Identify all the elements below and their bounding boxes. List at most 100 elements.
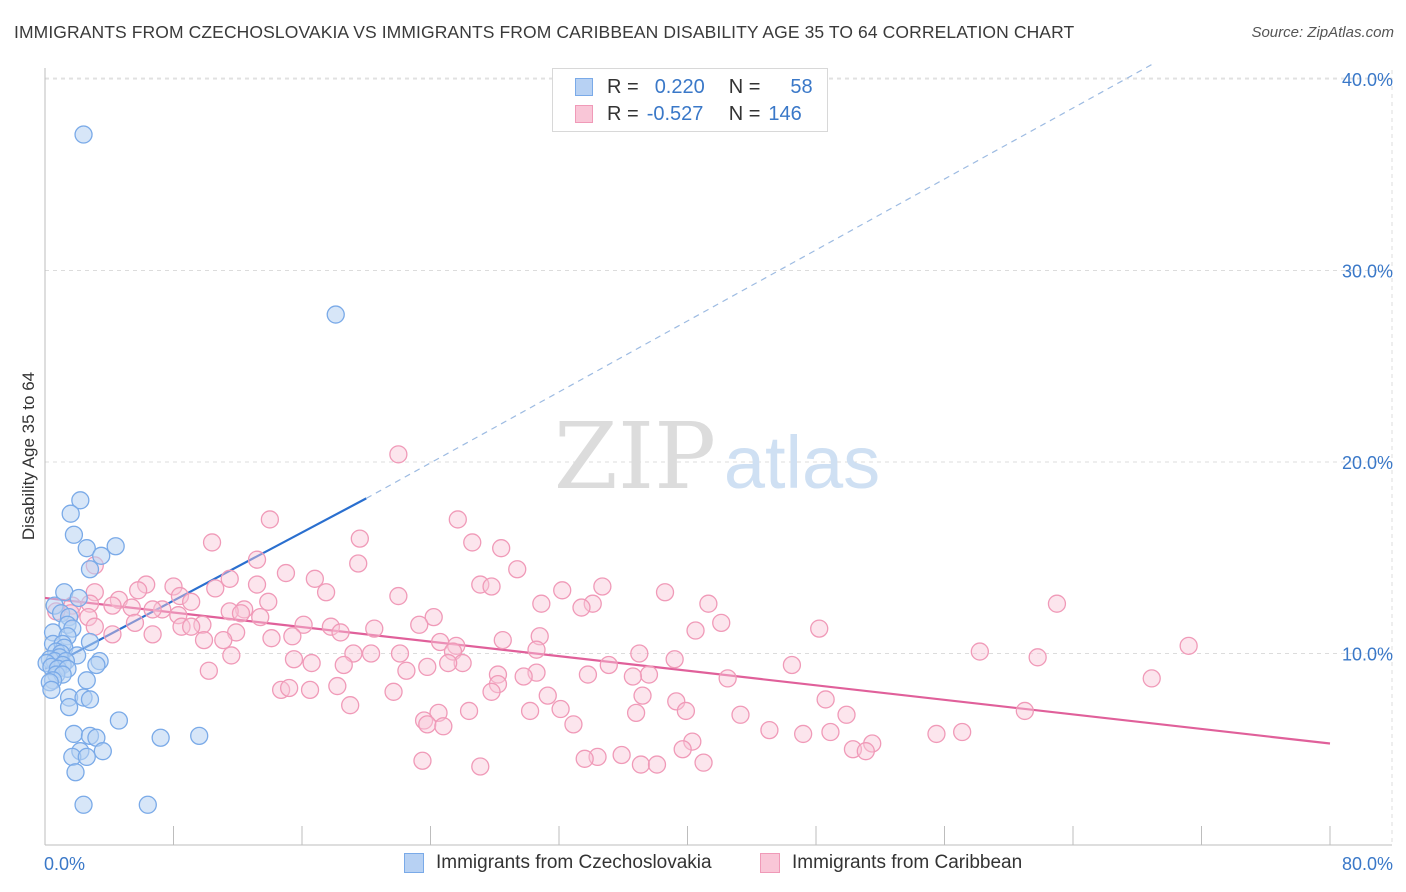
point-caribbean: [514, 667, 533, 686]
point-caribbean: [575, 749, 594, 768]
point-czechoslovakia: [61, 504, 80, 523]
point-czechoslovakia: [80, 690, 100, 709]
point-caribbean: [206, 579, 225, 598]
point-caribbean: [699, 594, 718, 613]
point-caribbean: [686, 621, 705, 640]
point-caribbean: [630, 644, 649, 663]
y-tick-label: 20.0%: [1342, 453, 1393, 473]
point-caribbean: [194, 630, 214, 650]
point-caribbean: [214, 630, 233, 650]
point-caribbean: [247, 550, 267, 569]
point-caribbean: [667, 692, 686, 711]
point-caribbean: [125, 613, 145, 633]
y-tick-label: 10.0%: [1342, 645, 1393, 665]
x-tick-label: 0.0%: [44, 854, 85, 874]
point-caribbean: [572, 598, 591, 617]
point-caribbean: [837, 705, 856, 724]
point-caribbean: [712, 613, 731, 633]
series-legend-swatch-blue: [404, 853, 424, 873]
point-caribbean: [103, 625, 122, 644]
point-czechoslovakia: [77, 539, 96, 558]
point-czechoslovakia: [64, 724, 84, 744]
point-caribbean: [532, 594, 551, 613]
series-legend-swatch-pink: [760, 853, 780, 873]
series-legend: Immigrants from Czechoslovakia Immigrant…: [0, 850, 1406, 878]
point-caribbean: [731, 705, 750, 724]
y-tick-label: 40.0%: [1342, 70, 1393, 90]
point-caribbean: [251, 607, 270, 627]
point-caribbean: [593, 577, 612, 596]
point-caribbean: [294, 615, 313, 634]
point-caribbean: [447, 636, 466, 655]
point-caribbean: [164, 577, 183, 596]
point-czechoslovakia: [77, 671, 96, 690]
x-tick-label: 80.0%: [1342, 854, 1393, 874]
legend-swatch-pink: [575, 105, 593, 123]
point-caribbean: [172, 617, 191, 636]
point-caribbean: [471, 757, 490, 776]
point-caribbean: [551, 699, 570, 719]
point-caribbean: [384, 682, 403, 701]
point-caribbean: [1179, 636, 1198, 655]
point-caribbean: [527, 640, 546, 659]
trend-line-extension: [365, 63, 1154, 499]
point-caribbean: [300, 680, 320, 700]
series-legend-czechoslovakia: Immigrants from Czechoslovakia: [404, 852, 712, 874]
point-caribbean: [202, 533, 222, 552]
legend-row-caribbean: R = -0.527 N = 146: [575, 101, 802, 127]
point-caribbean: [397, 661, 416, 680]
point-caribbean: [341, 696, 360, 715]
point-caribbean: [538, 686, 557, 705]
chart-title: IMMIGRANTS FROM CZECHOSLOVAKIA VS IMMIGR…: [14, 22, 1075, 42]
point-caribbean: [488, 665, 508, 684]
point-caribbean: [599, 655, 618, 675]
point-caribbean: [220, 569, 239, 588]
point-caribbean: [276, 563, 296, 583]
point-caribbean: [1142, 669, 1161, 688]
point-caribbean: [259, 592, 278, 611]
point-caribbean: [694, 753, 713, 772]
point-caribbean: [413, 751, 432, 770]
point-czechoslovakia: [42, 680, 61, 700]
point-caribbean: [927, 724, 946, 744]
point-caribbean: [821, 722, 840, 742]
point-caribbean: [633, 686, 652, 705]
point-czechoslovakia: [87, 655, 106, 675]
point-czechoslovakia: [71, 491, 90, 510]
point-caribbean: [283, 627, 302, 646]
point-caribbean: [553, 581, 572, 600]
point-czechoslovakia: [74, 795, 93, 814]
watermark-zip: ZIP: [554, 403, 716, 510]
grid-lines: [45, 70, 1393, 845]
point-czechoslovakia: [92, 546, 111, 565]
point-caribbean: [321, 617, 341, 636]
point-caribbean: [222, 646, 241, 665]
point-caribbean: [153, 600, 172, 619]
point-caribbean: [434, 717, 453, 736]
point-caribbean: [1028, 648, 1047, 667]
watermark: ZIP atlas: [554, 403, 880, 510]
point-caribbean: [169, 606, 188, 625]
point-czechoslovakia: [80, 560, 100, 579]
point-caribbean: [631, 755, 651, 774]
point-caribbean: [365, 619, 384, 638]
point-caribbean: [429, 703, 448, 723]
point-caribbean: [453, 653, 472, 673]
point-caribbean: [279, 678, 299, 698]
point-caribbean: [328, 676, 347, 696]
point-caribbean: [143, 600, 162, 619]
axes: [44, 68, 1392, 846]
point-caribbean: [782, 655, 802, 675]
point-caribbean: [1015, 701, 1034, 721]
point-caribbean: [302, 653, 321, 673]
point-czechoslovakia: [64, 525, 84, 544]
point-caribbean: [182, 592, 201, 611]
point-caribbean: [231, 604, 251, 623]
point-caribbean: [418, 657, 437, 677]
point-caribbean: [305, 569, 325, 588]
point-caribbean: [331, 623, 350, 642]
point-czechoslovakia: [80, 632, 100, 652]
point-caribbean: [389, 445, 408, 464]
y-axis-label: Disability Age 35 to 64: [19, 372, 38, 540]
